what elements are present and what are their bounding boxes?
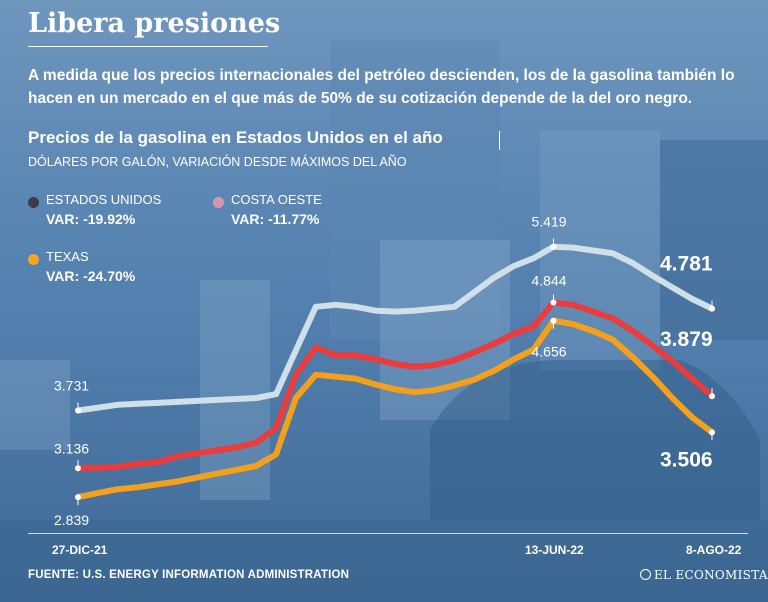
- legend-name: ESTADOS UNIDOS: [46, 192, 162, 207]
- data-label-costa-oeste-24: 5.419: [532, 214, 567, 230]
- chart-title-divider: [499, 131, 500, 150]
- data-label-texas-32: 3.506: [660, 448, 713, 471]
- data-label-texas-0: 2.839: [54, 512, 89, 528]
- data-point-marker: [75, 494, 81, 501]
- headline-underline: [28, 46, 268, 47]
- brand-name: EL ECONOMISTA: [654, 568, 768, 582]
- chart-subtitle: DÓLARES POR GALÓN, VARIACIÓN DESDE MÁXIM…: [28, 155, 407, 169]
- x-tick-label-end: 8-AGO-22: [686, 543, 742, 557]
- data-label-costa-oeste-0: 3.731: [54, 378, 89, 394]
- data-label-costa-oeste-32: 4.781: [660, 253, 713, 276]
- headline: Libera presiones: [28, 8, 281, 39]
- legend-dot-icon: [28, 197, 39, 208]
- data-point-marker: [550, 299, 557, 306]
- brand-logo: EL ECONOMISTA: [640, 568, 768, 582]
- legend-variation: VAR: -24.70%: [46, 268, 136, 284]
- legend-name: COSTA OESTE: [231, 192, 322, 207]
- source-note: FUENTE: U.S. ENERGY INFORMATION ADMINIST…: [28, 569, 350, 581]
- data-point-marker: [75, 407, 81, 414]
- legend-name: TEXAS: [46, 249, 89, 264]
- legend-variation: VAR: -11.77%: [231, 211, 320, 227]
- x-axis-line: [28, 533, 748, 534]
- data-label-estados-unidos-24: 4.844: [532, 273, 567, 289]
- logo-icon: [640, 569, 651, 580]
- series-line-estados-unidos: [75, 299, 715, 472]
- data-label-texas-24: 4.656: [532, 344, 567, 360]
- data-point-marker: [550, 317, 557, 324]
- data-label-estados-unidos-0: 3.136: [54, 440, 89, 456]
- data-label-estados-unidos-32: 3.879: [660, 328, 713, 351]
- legend-dot-icon: [213, 197, 224, 208]
- deck-text: A medida que los precios internacionales…: [28, 67, 735, 107]
- data-point-marker: [75, 465, 81, 472]
- x-tick-label-start: 27-DIC-21: [52, 543, 108, 557]
- legend-dot-icon: [28, 254, 39, 265]
- data-point-marker: [550, 243, 557, 250]
- series-line-costa-oeste: [75, 243, 715, 414]
- data-point-marker: [709, 305, 715, 312]
- x-tick-label-peak: 13-JUN-22: [525, 543, 584, 557]
- chart-title: Precios de la gasolina en Estados Unidos…: [28, 128, 443, 147]
- data-point-marker: [709, 429, 715, 436]
- legend-variation: VAR: -19.92%: [46, 211, 136, 227]
- data-point-marker: [709, 393, 715, 400]
- series-line-texas: [75, 317, 715, 501]
